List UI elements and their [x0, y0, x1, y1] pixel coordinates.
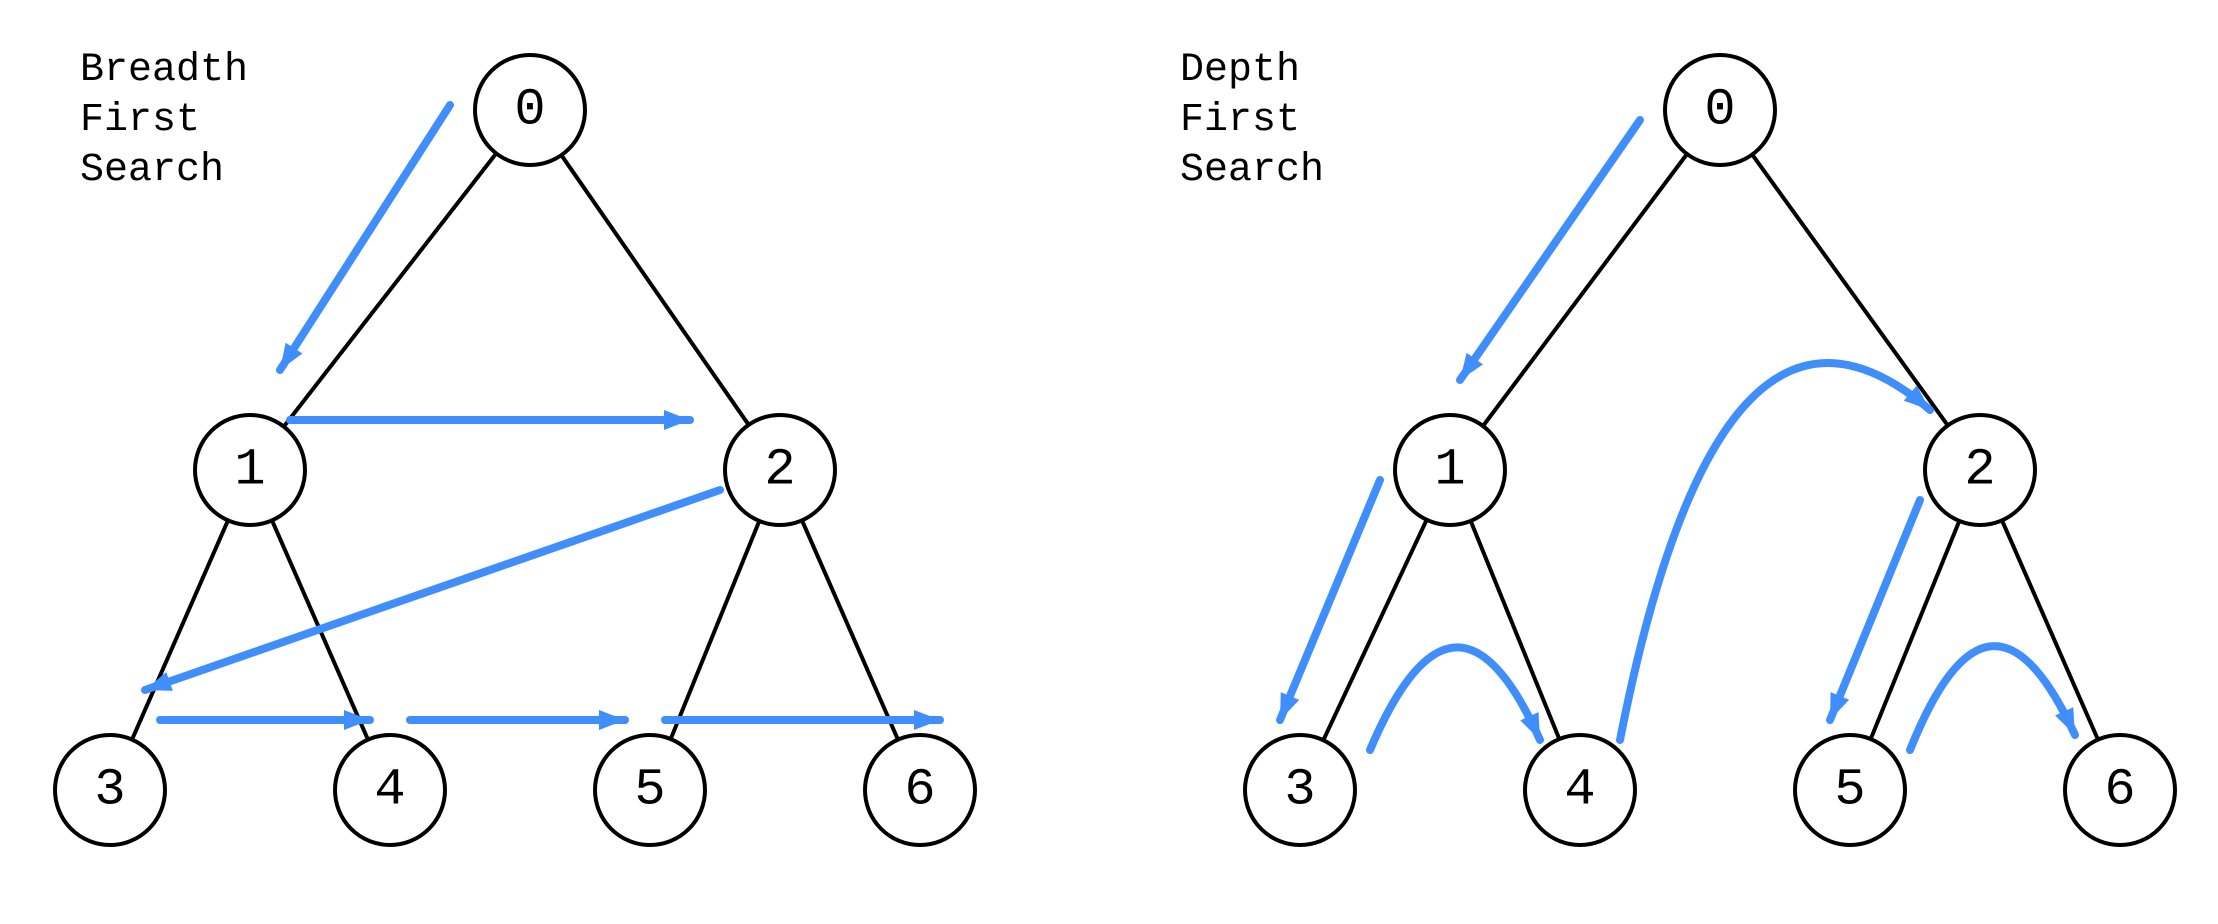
node-dfs-3: 3: [1245, 735, 1355, 845]
node-bfs-3: 3: [55, 735, 165, 845]
node-dfs-4: 4: [1525, 735, 1635, 845]
edge-2-6: [802, 520, 898, 739]
arrow-dfs-3: [1620, 363, 1930, 740]
node-dfs-6: 6: [2065, 735, 2175, 845]
title-bfs-line-2: Search: [80, 148, 224, 193]
arrow-bfs-0: [280, 105, 450, 370]
edge-1-3: [132, 520, 228, 739]
arrowhead: [1520, 712, 1540, 740]
title-dfs-line-0: Depth: [1180, 48, 1300, 93]
node-label-6: 6: [904, 761, 935, 820]
node-label-1: 1: [1434, 441, 1465, 500]
arrowhead: [599, 710, 625, 730]
node-bfs-1: 1: [195, 415, 305, 525]
node-label-4: 4: [374, 761, 405, 820]
arrow-dfs-1: [1280, 480, 1380, 720]
diagram-dfs: Depth First Search 0 1 2 3 4 5 6: [1180, 48, 2175, 845]
node-label-1: 1: [234, 441, 265, 500]
node-label-3: 3: [1284, 761, 1315, 820]
title-bfs-line-0: Breadth: [80, 48, 248, 93]
graph-traversal-diagram: Breadth First Search 0 1 2 3 4 5 6 Depth First Searc…: [0, 0, 2218, 924]
node-label-5: 5: [634, 761, 665, 820]
node-label-2: 2: [764, 441, 795, 500]
title-dfs-line-2: Search: [1180, 148, 1324, 193]
arrowhead: [2055, 707, 2075, 735]
arrow-dfs-4: [1830, 500, 1920, 720]
node-label-0: 0: [514, 81, 545, 140]
node-bfs-5: 5: [595, 735, 705, 845]
node-label-2: 2: [1964, 441, 1995, 500]
edge-1-3: [1323, 520, 1426, 740]
edge-0-2: [561, 155, 748, 425]
node-dfs-1: 1: [1395, 415, 1505, 525]
node-bfs-4: 4: [335, 735, 445, 845]
edge-0-2: [1752, 155, 1948, 426]
node-label-4: 4: [1564, 761, 1595, 820]
arrowhead: [664, 410, 690, 430]
node-bfs-6: 6: [865, 735, 975, 845]
node-label-0: 0: [1704, 81, 1735, 140]
edge-2-5: [1871, 521, 1960, 739]
arrow-dfs-2: [1370, 647, 1540, 750]
node-bfs-0: 0: [475, 55, 585, 165]
edge-2-6: [2002, 520, 2098, 739]
diagram-bfs: Breadth First Search 0 1 2 3 4 5 6: [55, 48, 975, 845]
node-dfs-2: 2: [1925, 415, 2035, 525]
node-dfs-0: 0: [1665, 55, 1775, 165]
node-label-3: 3: [94, 761, 125, 820]
arrowhead: [914, 710, 940, 730]
arrowhead: [1280, 692, 1299, 720]
node-dfs-5: 5: [1795, 735, 1905, 845]
node-label-5: 5: [1834, 761, 1865, 820]
edge-1-4: [1471, 521, 1560, 739]
arrowhead: [1830, 692, 1849, 720]
node-label-6: 6: [2104, 761, 2135, 820]
edge-2-5: [671, 521, 760, 739]
title-bfs-line-1: First: [80, 98, 200, 143]
arrow-dfs-5: [1910, 646, 2075, 750]
title-dfs-line-1: First: [1180, 98, 1300, 143]
node-bfs-2: 2: [725, 415, 835, 525]
